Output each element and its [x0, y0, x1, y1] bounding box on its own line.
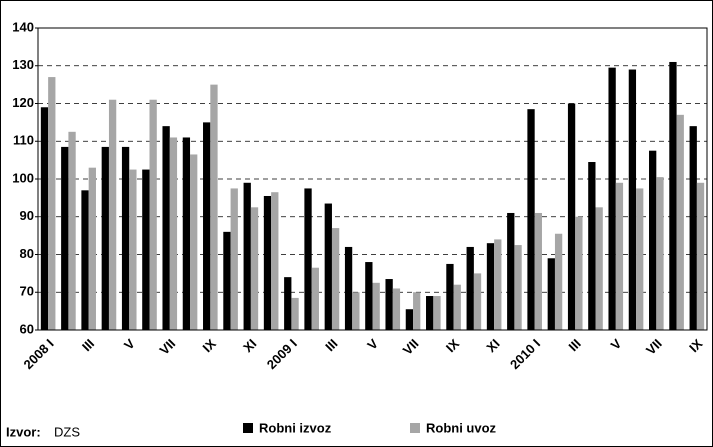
bar [121, 146, 130, 330]
bar [311, 267, 319, 330]
bar [365, 262, 373, 330]
bar [230, 188, 238, 330]
bar [81, 190, 89, 330]
bar [149, 99, 157, 330]
bar [392, 288, 401, 330]
y-tick-label: 130 [12, 57, 34, 72]
bar [527, 109, 535, 330]
bar [162, 126, 170, 331]
source: DZS [54, 424, 80, 439]
bar [486, 243, 495, 330]
bar [534, 212, 542, 330]
y-tick-label: 80 [20, 246, 34, 261]
bar [453, 284, 461, 330]
y-tick-label: 70 [20, 284, 34, 299]
bar [61, 146, 69, 330]
bar [385, 279, 393, 330]
bar [649, 150, 657, 330]
bar [48, 77, 56, 330]
bar [129, 169, 137, 330]
bar [494, 239, 502, 330]
bar [588, 162, 596, 330]
bar [554, 233, 563, 330]
bar [608, 67, 616, 330]
bar [190, 154, 198, 330]
bar [108, 99, 117, 330]
bar [567, 103, 576, 330]
bar [656, 177, 664, 330]
bar [271, 192, 279, 330]
bar [40, 107, 49, 331]
bar [636, 188, 644, 330]
bar [615, 182, 624, 330]
bar [291, 297, 299, 330]
bar [547, 258, 555, 330]
bar [433, 296, 441, 330]
bar [405, 309, 414, 330]
bar [210, 84, 218, 330]
legend-swatch [243, 423, 253, 433]
y-tick-label: 60 [20, 321, 34, 336]
y-tick-label: 100 [12, 170, 34, 185]
bar [324, 203, 332, 330]
bar [514, 245, 522, 330]
bar [344, 246, 353, 330]
bar [169, 137, 178, 330]
bar [507, 212, 515, 330]
legend-swatch [410, 423, 420, 433]
y-tick-label: 120 [12, 95, 34, 110]
bar [446, 263, 454, 330]
y-tick-label: 140 [12, 19, 34, 34]
bar [426, 296, 434, 330]
bar [575, 216, 583, 330]
bar [263, 195, 272, 330]
source-label: Izvor: [6, 424, 41, 439]
legend-label: Robni uvoz [426, 420, 497, 435]
bar [372, 282, 380, 330]
legend-label: Robni izvoz [259, 420, 332, 435]
bar [628, 69, 637, 331]
bar [101, 146, 109, 330]
bar [182, 137, 191, 330]
bar [88, 167, 96, 330]
bar [331, 228, 340, 330]
bar [413, 292, 421, 330]
bar [68, 131, 76, 330]
bar [284, 277, 292, 330]
bar [352, 292, 360, 330]
bar [473, 273, 482, 330]
bar [689, 126, 697, 331]
bar [203, 122, 211, 330]
bar [243, 182, 251, 330]
bar [676, 114, 684, 330]
bar [250, 207, 259, 330]
bar [223, 231, 231, 330]
y-tick-label: 110 [13, 133, 34, 148]
bar [304, 188, 312, 330]
y-tick-label: 90 [20, 208, 34, 223]
bar [669, 61, 677, 330]
bar [142, 169, 150, 330]
bar [466, 246, 474, 330]
bar [696, 182, 705, 330]
bar [595, 207, 603, 330]
